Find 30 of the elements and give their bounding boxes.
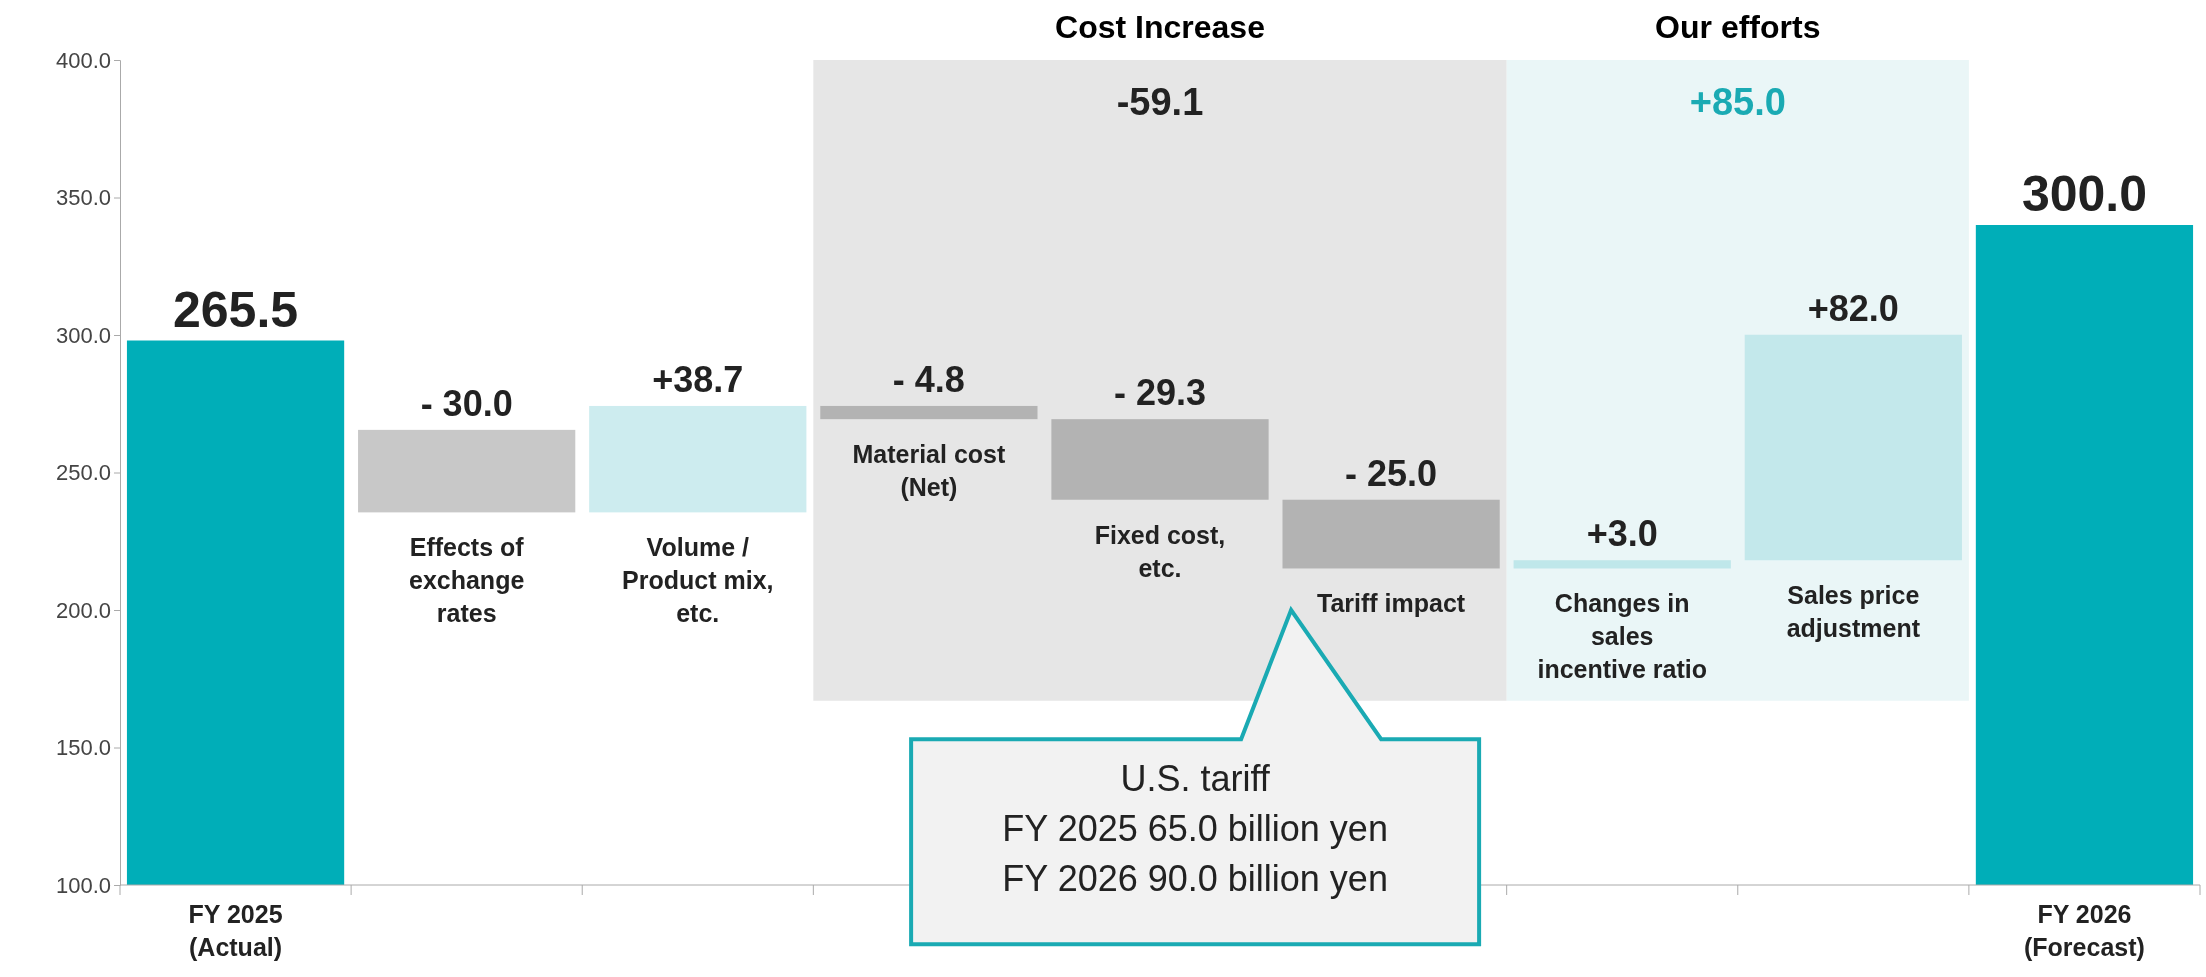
annotation: U.S. tariff FY 2025 65.0 billion yen FY 2026 90.0 billion yen bbox=[1002, 758, 1388, 900]
annotation: -59.1 bbox=[1116, 81, 1204, 123]
y-tick-label: 100.0 bbox=[55, 872, 111, 898]
data-label: - 4.8 bbox=[892, 358, 965, 400]
x-tick-label: FY 2026 (Forecast) bbox=[2024, 900, 2145, 961]
y-tick-label: 400.0 bbox=[55, 47, 111, 73]
data-label: 300.0 bbox=[2021, 166, 2148, 222]
data-label: - 25.0 bbox=[1345, 452, 1438, 494]
data-label: +3.0 bbox=[1586, 513, 1658, 555]
y-tick-label: 350.0 bbox=[55, 185, 111, 211]
y-tick-label: 300.0 bbox=[55, 322, 111, 348]
x-tick-label: FY 2025 (Actual) bbox=[188, 900, 283, 961]
y-tick-label: 200.0 bbox=[55, 597, 111, 623]
y-tick-label: 250.0 bbox=[55, 460, 111, 486]
x-tick-label: Tariff impact bbox=[1317, 589, 1466, 618]
data-label: +82.0 bbox=[1807, 287, 1899, 329]
x-tick-label: Material cost (Net) bbox=[852, 440, 1006, 502]
y-tick-label: 150.0 bbox=[55, 735, 111, 761]
data-label: +38.7 bbox=[652, 358, 744, 400]
data-label: 265.5 bbox=[172, 281, 299, 338]
data-label: - 29.3 bbox=[1113, 372, 1207, 414]
x-tick-label: Volume / Product mix, etc. bbox=[622, 533, 774, 628]
x-tick-label: Fixed cost, etc. bbox=[1094, 520, 1226, 582]
band-label: Cost Increase bbox=[1055, 9, 1265, 45]
annotation: +85.0 bbox=[1689, 81, 1786, 123]
x-tick-label: Changes in sales incentive ratio bbox=[1537, 589, 1707, 684]
x-tick-label: Sales price adjustment bbox=[1786, 581, 1921, 643]
band-label: Our efforts bbox=[1655, 9, 1821, 45]
x-tick-label: Effects of exchange rates bbox=[408, 533, 525, 628]
data-label: - 30.0 bbox=[420, 382, 513, 424]
